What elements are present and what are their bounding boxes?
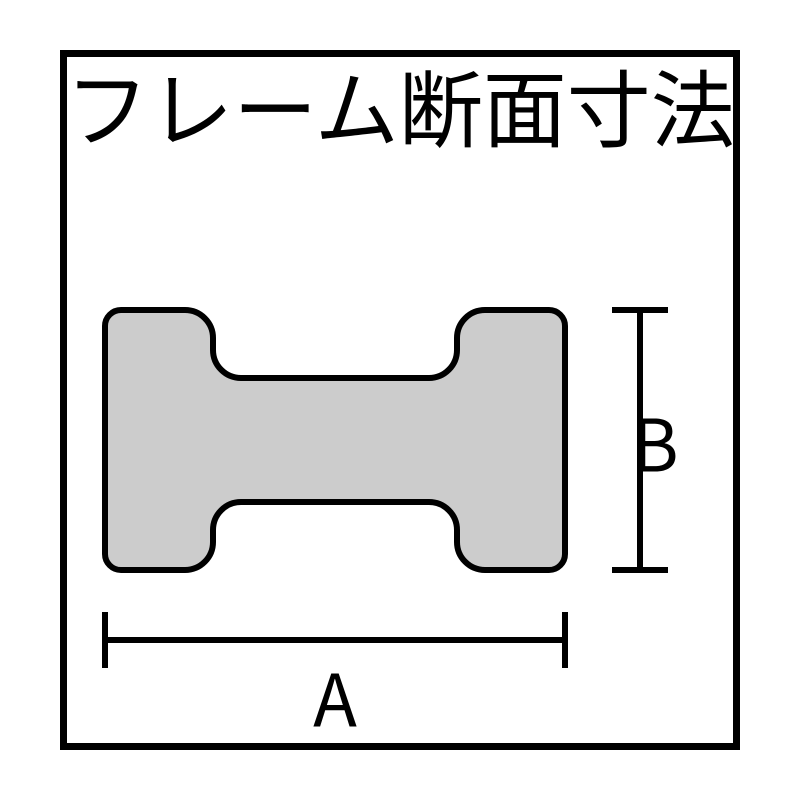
dimension-label-a: A xyxy=(313,643,357,748)
dimension-label-b: B xyxy=(631,388,678,493)
cross-section-shape xyxy=(105,310,565,570)
cross-section-diagram xyxy=(0,0,800,800)
